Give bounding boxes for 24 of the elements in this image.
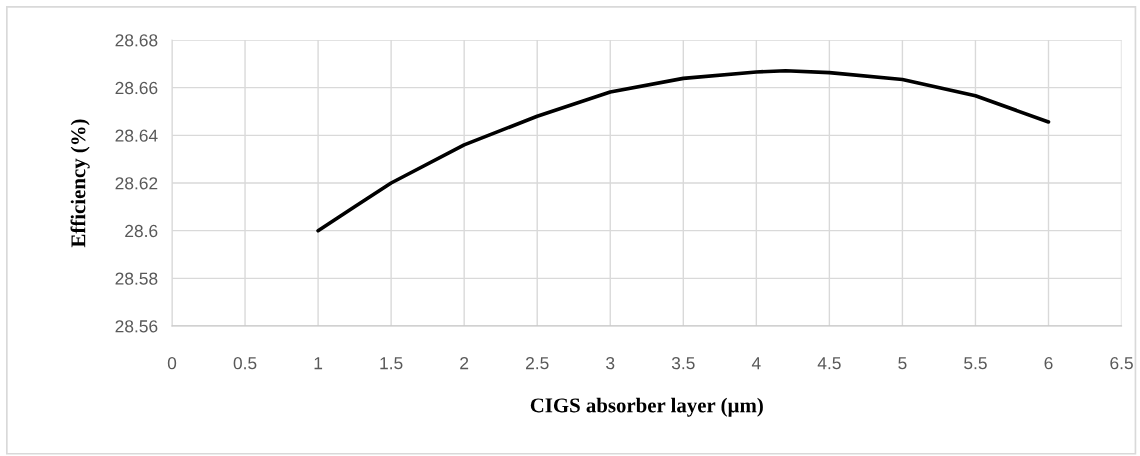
x-axis-title: CIGS absorber layer (µm) <box>530 397 763 417</box>
x-tick-label: 0.5 <box>233 357 257 370</box>
line-series <box>316 68 1051 233</box>
x-tick-label: 0 <box>167 357 177 370</box>
x-tick-label: 2 <box>460 357 469 370</box>
x-tick-label: 2.5 <box>526 357 549 370</box>
x-tick-label: 5 <box>898 357 907 370</box>
x-tick-label: 6 <box>1044 357 1053 370</box>
y-tick-label: 28.66 <box>115 81 158 95</box>
y-axis-title: Efficiency (%) <box>70 119 90 248</box>
x-tick-label: 4.5 <box>817 357 841 370</box>
x-tick-label: 1.5 <box>380 357 403 370</box>
y-tick-label: 28.6 <box>125 224 158 238</box>
y-tick-label: 28.62 <box>115 177 158 190</box>
y-tick-label: 28.58 <box>115 272 158 285</box>
x-tick-label: 3 <box>606 357 615 370</box>
x-tick-label: 1 <box>314 357 323 370</box>
y-tick-label: 28.64 <box>115 129 158 142</box>
y-tick-label: 28.68 <box>115 34 158 47</box>
x-tick-label: 3.5 <box>671 357 695 370</box>
y-tick-label: 28.56 <box>115 320 158 333</box>
x-tick-label: 4 <box>751 357 761 370</box>
x-tick-label: 6.5 <box>1110 357 1133 370</box>
x-tick-label: 5.5 <box>964 357 987 370</box>
